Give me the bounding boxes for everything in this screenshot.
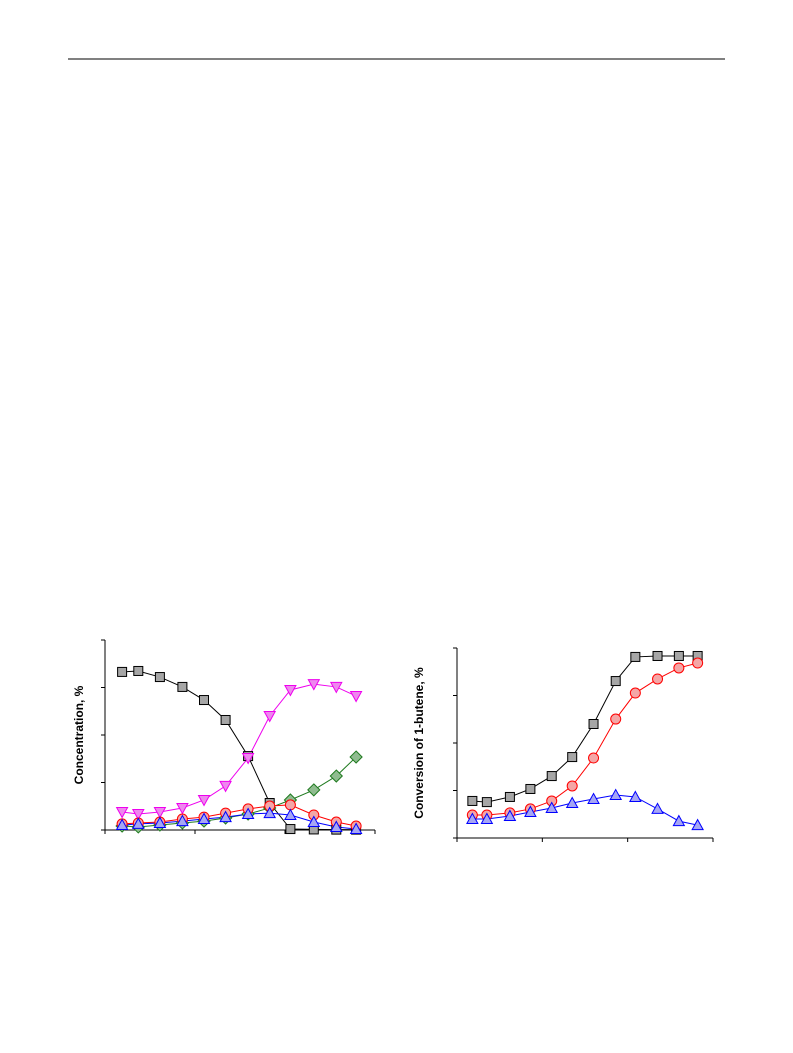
- marker: [115, 806, 129, 819]
- marker: [307, 783, 321, 797]
- marker: [176, 802, 189, 815]
- marker: [263, 806, 277, 819]
- marker: [610, 713, 622, 725]
- marker: [588, 719, 599, 729]
- marker: [153, 816, 167, 828]
- marker: [525, 783, 536, 794]
- marker: [480, 812, 494, 824]
- marker: [565, 796, 579, 809]
- marker: [284, 684, 297, 697]
- marker: [630, 651, 641, 662]
- marker: [153, 806, 167, 819]
- marker: [199, 695, 209, 706]
- marker: [629, 790, 642, 802]
- marker: [241, 807, 255, 820]
- series-line: [122, 683, 357, 815]
- marker: [131, 809, 145, 821]
- marker: [219, 780, 232, 793]
- series-line: [122, 756, 357, 828]
- marker: [587, 792, 600, 805]
- marker: [285, 824, 296, 835]
- marker: [154, 672, 165, 683]
- marker: [610, 676, 621, 687]
- marker: [131, 817, 145, 829]
- marker: [219, 810, 232, 823]
- marker: [546, 771, 557, 782]
- marker: [673, 650, 684, 661]
- marker: [524, 805, 537, 817]
- marker: [652, 650, 663, 661]
- marker: [673, 662, 685, 674]
- marker: [466, 812, 479, 824]
- marker: [349, 822, 363, 835]
- marker: [652, 673, 664, 685]
- y-axis-label: Conversion of 1-butene, %: [412, 667, 426, 819]
- marker: [588, 752, 600, 764]
- marker: [115, 818, 129, 831]
- marker: [566, 780, 578, 792]
- marker: [609, 788, 623, 801]
- marker: [220, 714, 231, 725]
- marker: [197, 794, 211, 807]
- marker: [329, 769, 344, 783]
- marker: [117, 666, 128, 677]
- marker: [176, 814, 189, 827]
- marker: [349, 750, 363, 764]
- marker: [329, 681, 343, 694]
- marker: [692, 657, 704, 669]
- marker: [307, 815, 321, 828]
- marker: [241, 752, 255, 765]
- marker: [284, 808, 297, 820]
- y-axis-label: Concentration, %: [72, 685, 86, 784]
- marker: [503, 809, 517, 821]
- marker: [329, 820, 343, 832]
- marker: [349, 691, 363, 703]
- marker: [263, 711, 277, 723]
- marker: [629, 687, 641, 699]
- marker: [545, 801, 559, 813]
- series-line: [122, 670, 357, 831]
- marker: [307, 679, 321, 691]
- marker: [651, 802, 664, 814]
- marker: [467, 795, 478, 806]
- marker: [177, 681, 188, 692]
- marker: [133, 665, 144, 676]
- series-line: [472, 655, 698, 803]
- marker: [284, 799, 296, 811]
- marker: [504, 791, 515, 802]
- marker: [691, 818, 704, 831]
- marker: [481, 797, 492, 808]
- marker: [567, 752, 578, 763]
- marker: [672, 814, 686, 827]
- marker: [197, 812, 211, 824]
